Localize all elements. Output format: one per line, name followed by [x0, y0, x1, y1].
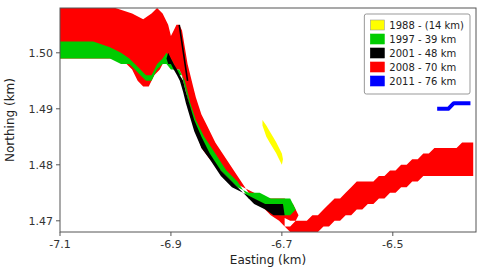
x-tick — [170, 232, 171, 236]
y-tick — [56, 164, 60, 165]
y-tick-label: 1.49 — [29, 103, 54, 116]
polygon — [60, 42, 296, 216]
legend-label: 2001 - 48 km — [389, 48, 456, 59]
x-tick-label: -7.1 — [49, 238, 70, 251]
legend-swatch — [370, 48, 384, 58]
x-tick — [60, 232, 61, 236]
x-tick-label: -6.5 — [382, 238, 403, 251]
x-tick — [392, 232, 393, 236]
plot-area — [60, 8, 473, 232]
line — [437, 103, 470, 109]
legend-label: 1988 - (14 km) — [389, 20, 464, 31]
y-tick — [56, 220, 60, 221]
legend: 1988 - (14 km) 1997 - 39 km 2001 - 48 km 20… — [364, 14, 470, 94]
legend-swatch — [370, 62, 384, 72]
legend-label: 2008 - 70 km — [389, 62, 456, 73]
plot-frame — [60, 8, 476, 232]
x-tick-label: -6.9 — [160, 238, 181, 251]
y-tick-label: 1.48 — [29, 159, 54, 172]
polygon — [262, 120, 283, 165]
legend-label: 2011 - 76 km — [389, 76, 456, 87]
polygon — [60, 8, 473, 232]
legend-box — [364, 14, 470, 94]
x-tick-label: -6.7 — [271, 238, 292, 251]
polygon — [167, 53, 285, 215]
chart: -7.1 -6.9 -6.7 -6.5 1.47 1.48 1.49 1.50 Easting … — [0, 0, 484, 270]
legend-swatch — [370, 76, 384, 86]
legend-label: 1997 - 39 km — [389, 34, 456, 45]
legend-swatch — [370, 20, 384, 30]
y-tick-label: 1.47 — [29, 215, 54, 228]
y-axis-label: Northing (km) — [3, 78, 17, 162]
x-tick — [281, 232, 282, 236]
line — [179, 25, 187, 81]
y-tick-label: 1.50 — [29, 47, 54, 60]
background — [0, 0, 484, 270]
legend-swatch — [370, 34, 384, 44]
y-tick — [56, 108, 60, 109]
y-tick — [56, 52, 60, 53]
x-axis-label: Easting (km) — [230, 253, 306, 267]
